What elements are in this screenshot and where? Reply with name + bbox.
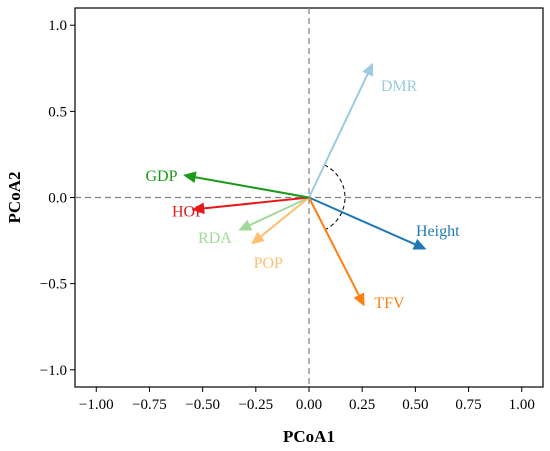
vector-label-tfv: TFV: [374, 295, 405, 312]
vector-arrowhead-gdp: [182, 171, 197, 184]
vector-line-dmr: [308, 73, 369, 198]
y-tick-label: 0.0: [48, 191, 67, 207]
x-tick-label: −0.25: [238, 397, 273, 413]
x-axis-title: PCoA1: [283, 427, 335, 446]
vector-label-height: Height: [416, 223, 460, 240]
x-tick-label: 0.75: [455, 397, 481, 413]
x-axis-ticks: −1.00 −0.75 −0.50 −0.25 0.00 0.25 0.50 0.75 1.00: [79, 387, 535, 413]
vector-line-gdp: [195, 176, 310, 199]
y-axis-ticks: −1.0 −0.5 0.0 0.5 1.0: [40, 18, 75, 379]
vector-label-rda: RDA: [198, 230, 232, 247]
vector-arrowhead-pop: [251, 231, 265, 245]
x-tick-label: 0.00: [296, 397, 322, 413]
vector-arrowhead-tfv: [353, 292, 365, 307]
vector-line-pop: [260, 196, 310, 238]
vector-line-rda: [249, 196, 310, 227]
vector-line-height: [308, 196, 416, 246]
vector-arrows: [182, 62, 427, 307]
y-tick-label: 1.0: [48, 18, 67, 34]
angle-arc-dmr-tfv: [324, 164, 346, 231]
x-tick-label: −1.00: [79, 397, 114, 413]
vector-arrowhead-hop: [191, 202, 205, 215]
vector-label-hop: HOP: [172, 204, 204, 221]
y-tick-label: −1.0: [40, 363, 67, 379]
vector-line-hop: [203, 196, 310, 210]
vector-arrowhead-dmr: [362, 62, 374, 77]
vector-label-pop: POP: [254, 255, 283, 272]
y-axis-title: PCoA2: [5, 172, 24, 224]
x-tick-label: −0.75: [132, 397, 167, 413]
x-tick-label: −0.50: [185, 397, 220, 413]
x-tick-label: 1.00: [509, 397, 535, 413]
vector-arrowhead-rda: [238, 219, 253, 231]
vector-arrowhead-height: [412, 238, 427, 250]
y-tick-label: 0.5: [48, 104, 67, 120]
vector-label-dmr: DMR: [381, 78, 418, 95]
x-tick-label: 0.25: [349, 397, 375, 413]
vector-label-gdp: GDP: [145, 168, 177, 185]
x-tick-label: 0.50: [402, 397, 428, 413]
vector-line-tfv: [308, 197, 360, 296]
y-tick-label: −0.5: [40, 277, 67, 293]
angle-arc: [324, 164, 346, 231]
vector-labels: DMR Height TFV POP RDA HOP GDP: [145, 78, 460, 312]
